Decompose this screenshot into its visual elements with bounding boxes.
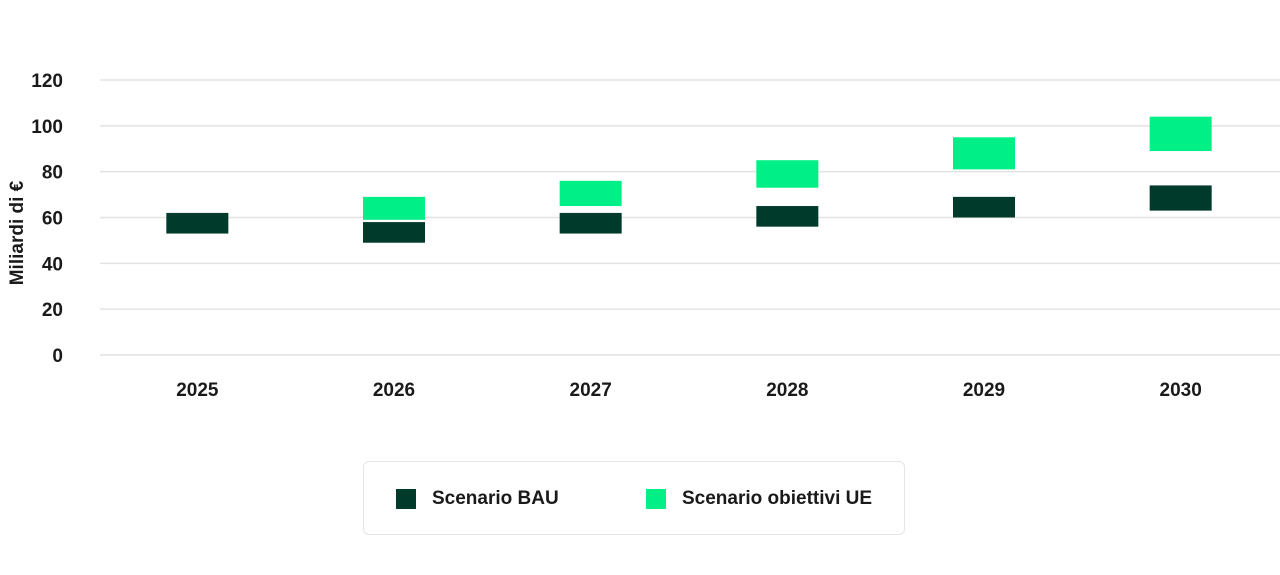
bar-layer [166,116,1212,243]
x-tick-label: 2028 [766,380,808,401]
legend: Scenario BAU Scenario obiettivi UE [363,461,905,535]
x-tick-labels: 2025 2026 2027 2028 2029 2030 [176,380,1202,401]
legend-swatch-bau [396,489,416,509]
y-tick-labels: 0 20 40 60 80 100 120 [31,71,63,367]
y-axis-label: Miliardi di € [7,180,28,285]
x-tick-label: 2030 [1160,380,1202,401]
legend-item-ue: Scenario obiettivi UE [646,488,872,510]
legend-label-ue: Scenario obiettivi UE [682,488,873,509]
legend-label-bau: Scenario BAU [432,488,559,509]
bar-bau-2026 [363,222,425,243]
x-tick-label: 2025 [176,380,219,401]
bar-bau-2028 [756,206,819,227]
chart: 0 20 40 60 80 100 120 2025 2026 2027 2028 2029 2030… [7,71,1280,401]
y-tick-label: 20 [42,300,63,321]
x-tick-label: 2027 [570,380,612,401]
grid-layer [100,79,1280,356]
bar-ue-2030 [1149,116,1212,152]
y-tick-label: 0 [52,346,63,367]
bar-ue-2027 [559,180,622,207]
y-tick-label: 40 [42,254,63,275]
y-tick-label: 60 [42,209,63,230]
bar-bau-2025 [166,212,229,234]
y-tick-label: 80 [42,163,63,184]
bar-bau-2030 [1149,185,1212,211]
bar-bau-2029 [953,196,1015,218]
y-tick-label: 100 [31,117,63,138]
legend-swatch-ue [646,489,666,509]
y-tick-label: 120 [31,71,63,92]
bar-ue-2026 [363,196,425,220]
bar-ue-2029 [953,137,1015,170]
x-tick-label: 2026 [373,380,415,401]
x-tick-label: 2029 [963,380,1005,401]
bar-bau-2027 [559,212,622,234]
bar-ue-2028 [756,160,819,188]
chart-svg: 0 20 40 60 80 100 120 2025 2026 2027 2028 2029 2030… [7,71,1280,401]
legend-item-bau: Scenario BAU [396,488,559,510]
